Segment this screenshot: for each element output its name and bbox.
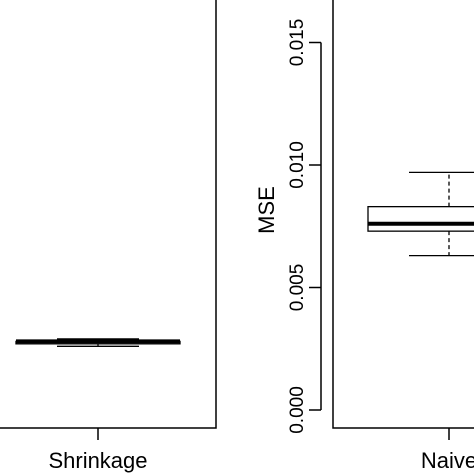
x-tick-label-shrinkage: Shrinkage <box>48 448 147 473</box>
y-tick-label: 0.015 <box>287 19 308 67</box>
y-axis-title: MSE <box>254 186 279 234</box>
interquartile-box <box>367 205 474 232</box>
y-tick-label: 0.010 <box>287 141 308 189</box>
box-shrinkage <box>15 338 181 347</box>
right-panel-frame <box>332 0 474 429</box>
left-panel-frame <box>0 0 217 429</box>
y-tick-label: 0.000 <box>287 386 308 434</box>
box-naive <box>367 171 474 257</box>
y-tick-label: 0.005 <box>287 264 308 312</box>
y-axis-ticks: 0.000 0.005 0.010 0.015 <box>287 19 321 434</box>
x-tick-label-naive: Naive <box>421 448 474 473</box>
